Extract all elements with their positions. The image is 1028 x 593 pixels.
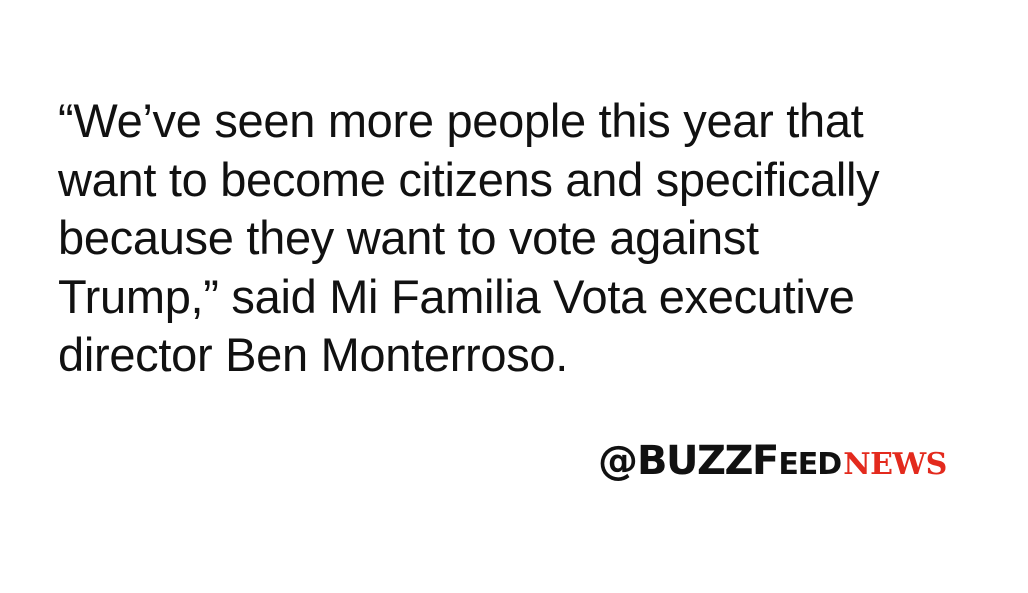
quote-line: Trump,” said Mi Familia Vota executive <box>58 269 855 323</box>
quote-line: want to become citizens and specifically <box>58 152 880 206</box>
buzzfeed-news-logo: @ BUZZ F EED NEWS <box>598 438 947 486</box>
quote-line: director Ben Monterroso. <box>58 328 569 381</box>
quote-text: “We’ve seen more people this year that w… <box>58 92 958 385</box>
quote-line: “We’ve seen more people this year that <box>58 94 864 147</box>
logo-at-sign: @ <box>598 438 638 484</box>
quote-line: because they want to vote against <box>58 211 759 264</box>
logo-feed-rest: EED <box>778 447 842 482</box>
logo-news: NEWS <box>843 447 947 482</box>
logo-feed-initial: F <box>751 438 779 484</box>
logo-buzz: BUZZ <box>637 438 753 484</box>
